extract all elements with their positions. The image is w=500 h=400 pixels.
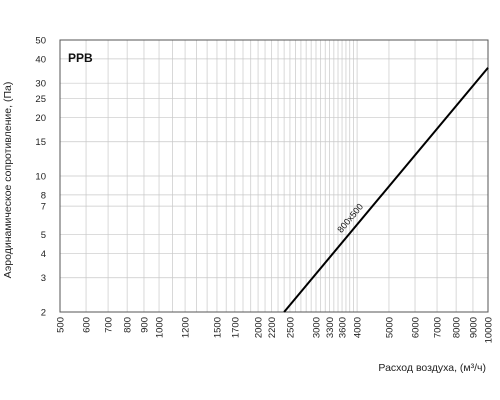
y-tick-label: 3: [41, 273, 46, 284]
x-tick-label: 9000: [468, 317, 479, 338]
y-tick-label: 8: [41, 190, 46, 201]
x-tick-label: 1700: [230, 317, 241, 338]
y-tick-label: 2: [41, 308, 46, 319]
y-tick-label: 40: [35, 54, 46, 65]
x-tick-label: 6000: [411, 317, 422, 338]
y-tick-label: 4: [41, 249, 46, 260]
x-tick-label: 10000: [484, 317, 495, 343]
y-tick-label: 10: [35, 172, 46, 183]
x-tick-label: 7000: [433, 317, 444, 338]
x-axis-label: Расход воздуха, (м³/ч): [378, 362, 486, 374]
chart-badge: PPB: [68, 51, 93, 65]
y-tick-labels: 2 3 4 5 78 10 15 20 25 30 40 50: [35, 36, 46, 319]
x-tick-label: 1200: [181, 317, 192, 338]
y-tick-label: 15: [35, 137, 46, 148]
x-tick-label: 3000: [311, 317, 322, 338]
x-tick-label: 1500: [212, 317, 223, 338]
series-line: [283, 67, 489, 313]
x-tick-label: 2200: [267, 317, 278, 338]
y-tick-label: 25: [35, 94, 46, 105]
x-tick-label: 4000: [353, 317, 364, 338]
x-tick-label: 8000: [452, 317, 463, 338]
x-tick-label: 3300: [325, 317, 336, 338]
x-tick-labels: 500 600 700 800 900 1000 1200 1500 1700 2000 2200 2…: [56, 317, 495, 343]
x-tick-label: 700: [104, 317, 115, 333]
x-tick-label: 5000: [384, 317, 395, 338]
y-tick-label: 7: [41, 202, 46, 213]
y-tick-label: 20: [35, 113, 46, 124]
y-axis-label: Аэродинамическое сопротивление, (Па): [2, 82, 14, 279]
plot-frame: [59, 39, 489, 313]
x-tick-label: 2500: [285, 317, 296, 338]
x-tick-label: 500: [56, 317, 67, 333]
x-tick-label: 900: [139, 317, 150, 333]
y-tick-label: 50: [35, 36, 46, 47]
y-tick-label: 5: [41, 230, 46, 241]
x-tick-label: 3600: [338, 317, 349, 338]
y-tick-label: 30: [35, 79, 46, 90]
x-tick-label: 600: [82, 317, 93, 333]
x-tick-label: 1000: [155, 317, 166, 338]
x-tick-label: 2000: [254, 317, 265, 338]
x-tick-label: 800: [123, 317, 134, 333]
